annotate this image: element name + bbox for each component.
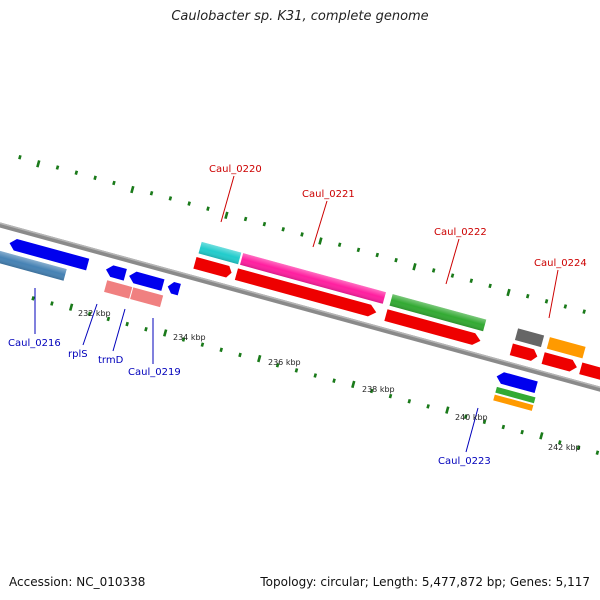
ruler-label-232: 232 kbp (78, 309, 111, 318)
gene-label-caul-0220[interactable]: Caul_0220 (209, 164, 262, 175)
ruler-label-234: 234 kbp (173, 333, 206, 342)
gene-label-caul-0219[interactable]: Caul_0219 (128, 367, 181, 378)
gene-caul-0224-feature[interactable] (509, 328, 600, 386)
gene-caul-0223-feature[interactable] (490, 371, 539, 411)
gene-label-rpls[interactable]: rplS (68, 349, 88, 360)
ruler-label-240: 240 kbp (455, 413, 488, 422)
map-title: Caulobacter sp. K31, complete genome (171, 9, 429, 24)
gene-caul-0219-feature[interactable] (166, 281, 181, 296)
gene-caul-0216-feature[interactable] (0, 228, 90, 285)
gene-label-caul-0224[interactable]: Caul_0224 (534, 258, 587, 269)
leader-lines (34, 175, 559, 453)
inner-tick-ring (31, 296, 600, 455)
gene-label-trmd[interactable]: trmD (98, 355, 124, 366)
gene-label-caul-0221[interactable]: Caul_0221 (302, 189, 355, 200)
ruler-label-238: 238 kbp (362, 385, 395, 394)
gene-label-caul-0222[interactable]: Caul_0222 (434, 227, 487, 238)
ruler-label-242: 242 kbp (548, 443, 581, 452)
gene-rpls-feature[interactable] (100, 264, 136, 299)
ruler-label-236: 236 kbp (268, 358, 301, 367)
gene-caul-0221-feature[interactable] (234, 253, 386, 319)
genome-summary-text: Topology: circular; Length: 5,477,872 bp… (260, 575, 590, 589)
gene-caul-0220-feature[interactable] (193, 241, 242, 280)
gene-caul-0222-feature[interactable] (384, 294, 487, 347)
gene-label-caul-0216[interactable]: Caul_0216 (8, 338, 61, 349)
accession-text: Accession: NC_010338 (9, 575, 146, 589)
outer-tick-ring (18, 154, 586, 314)
gene-trmd-feature[interactable] (123, 270, 167, 308)
gene-label-caul-0223[interactable]: Caul_0223 (438, 456, 491, 467)
